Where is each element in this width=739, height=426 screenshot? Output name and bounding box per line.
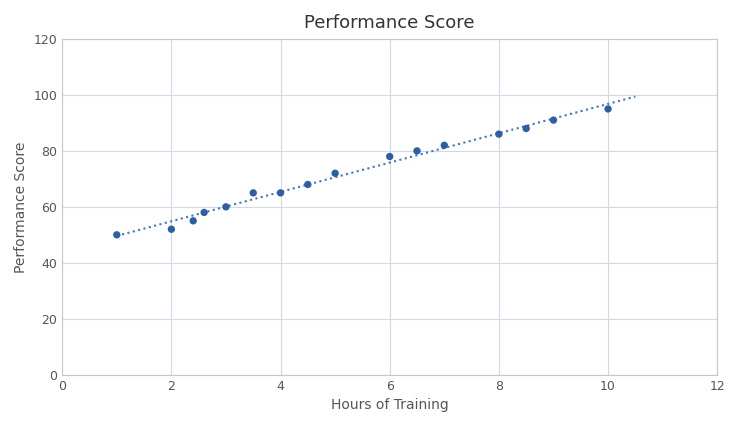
Point [302, 181, 314, 188]
Y-axis label: Performance Score: Performance Score [14, 141, 28, 273]
Point [493, 131, 505, 138]
Point [384, 153, 395, 160]
Point [166, 226, 177, 233]
Point [520, 125, 532, 132]
Point [329, 170, 341, 177]
Point [275, 190, 287, 196]
Point [411, 147, 423, 154]
Point [220, 204, 232, 210]
Point [198, 209, 210, 216]
Point [248, 190, 259, 196]
Title: Performance Score: Performance Score [304, 14, 475, 32]
Point [187, 217, 199, 224]
X-axis label: Hours of Training: Hours of Training [331, 398, 449, 412]
Point [602, 106, 614, 112]
Point [438, 142, 450, 149]
Point [111, 231, 123, 238]
Point [548, 117, 559, 124]
